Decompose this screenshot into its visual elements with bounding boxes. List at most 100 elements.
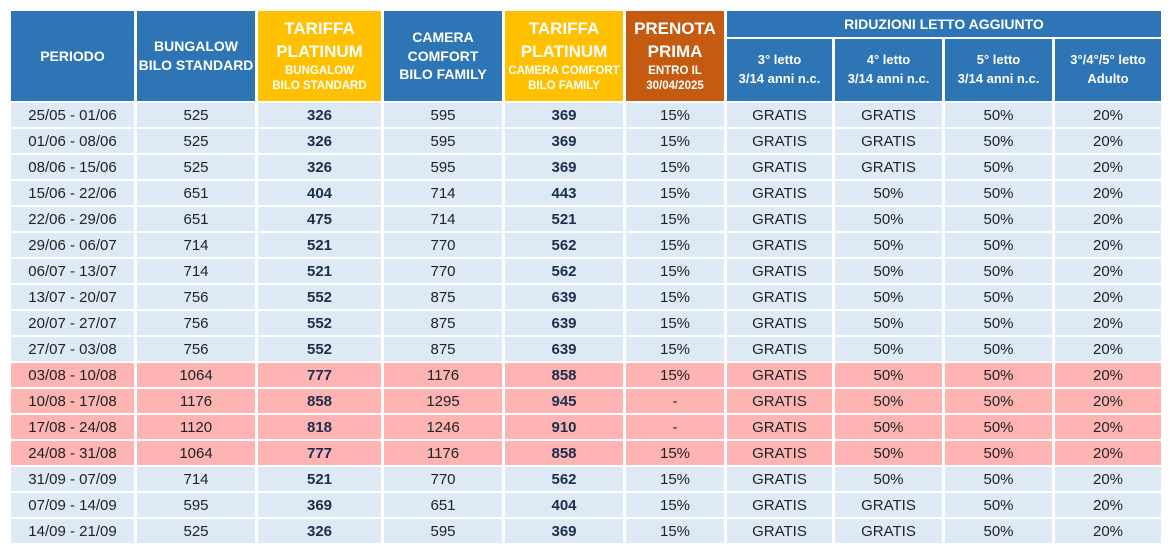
cell-periodo: 14/09 - 21/09 xyxy=(11,519,134,543)
cell-letto5: 50% xyxy=(945,103,1052,127)
cell-letto3: GRATIS xyxy=(727,519,832,543)
table-row: 08/06 - 15/06 525 326 595 369 15% GRATIS GRATIS… xyxy=(11,155,1161,179)
header-letto5: 5° letto 3/14 anni n.c. xyxy=(945,39,1052,101)
cell-platinum1: 326 xyxy=(258,519,381,543)
cell-adulto: 20% xyxy=(1055,337,1161,361)
header-platinum-bungalow-line3: BUNGALOW xyxy=(285,65,354,77)
cell-letto4: GRATIS xyxy=(835,519,942,543)
header-camera: CAMERA COMFORT BILO FAMILY xyxy=(384,11,502,101)
cell-platinum1: 404 xyxy=(258,181,381,205)
cell-camera: 875 xyxy=(384,311,502,335)
cell-prenota: 15% xyxy=(626,441,724,465)
cell-bungalow: 714 xyxy=(137,467,255,491)
cell-camera: 651 xyxy=(384,493,502,517)
cell-letto3: GRATIS xyxy=(727,233,832,257)
cell-camera: 714 xyxy=(384,181,502,205)
cell-platinum2: 639 xyxy=(505,285,623,309)
cell-letto4: 50% xyxy=(835,181,942,205)
cell-bungalow: 525 xyxy=(137,129,255,153)
table-row: 14/09 - 21/09 525 326 595 369 15% GRATIS GRATIS… xyxy=(11,519,1161,543)
cell-bungalow: 1120 xyxy=(137,415,255,439)
cell-letto3: GRATIS xyxy=(727,441,832,465)
cell-platinum1: 326 xyxy=(258,129,381,153)
header-prenota-prima: PRENOTA PRIMA ENTRO IL 30/04/2025 xyxy=(626,11,724,101)
cell-bungalow: 525 xyxy=(137,155,255,179)
cell-letto4: 50% xyxy=(835,285,942,309)
cell-letto4: 50% xyxy=(835,363,942,387)
cell-letto4: 50% xyxy=(835,441,942,465)
cell-adulto: 20% xyxy=(1055,519,1161,543)
cell-letto4: 50% xyxy=(835,259,942,283)
cell-bungalow: 525 xyxy=(137,519,255,543)
cell-prenota: 15% xyxy=(626,285,724,309)
cell-platinum2: 404 xyxy=(505,493,623,517)
header-platinum-bungalow: TARIFFA PLATINUM BUNGALOW BILO STANDARD xyxy=(258,11,381,101)
cell-letto5: 50% xyxy=(945,311,1052,335)
header-letto4: 4° letto 3/14 anni n.c. xyxy=(835,39,942,101)
cell-bungalow: 525 xyxy=(137,103,255,127)
cell-prenota: 15% xyxy=(626,493,724,517)
cell-periodo: 01/06 - 08/06 xyxy=(11,129,134,153)
cell-letto3: GRATIS xyxy=(727,103,832,127)
cell-letto3: GRATIS xyxy=(727,155,832,179)
header-prenota-line3: ENTRO IL xyxy=(648,65,702,77)
cell-platinum1: 369 xyxy=(258,493,381,517)
cell-platinum1: 858 xyxy=(258,389,381,413)
price-table: PERIODO BUNGALOW BILO STANDARD TARIFFA P… xyxy=(8,9,1164,545)
cell-camera: 595 xyxy=(384,103,502,127)
cell-platinum1: 552 xyxy=(258,285,381,309)
cell-platinum1: 777 xyxy=(258,363,381,387)
cell-platinum2: 910 xyxy=(505,415,623,439)
table-row: 25/05 - 01/06 525 326 595 369 15% GRATIS GRATIS… xyxy=(11,103,1161,127)
cell-camera: 595 xyxy=(384,519,502,543)
cell-adulto: 20% xyxy=(1055,207,1161,231)
cell-periodo: 15/06 - 22/06 xyxy=(11,181,134,205)
cell-periodo: 31/09 - 07/09 xyxy=(11,467,134,491)
cell-prenota: 15% xyxy=(626,129,724,153)
cell-letto4: 50% xyxy=(835,415,942,439)
cell-letto5: 50% xyxy=(945,129,1052,153)
cell-adulto: 20% xyxy=(1055,415,1161,439)
cell-prenota: 15% xyxy=(626,155,724,179)
cell-platinum2: 945 xyxy=(505,389,623,413)
cell-platinum2: 521 xyxy=(505,207,623,231)
header-prenota-line1: PRENOTA xyxy=(634,19,716,39)
cell-periodo: 25/05 - 01/06 xyxy=(11,103,134,127)
cell-letto3: GRATIS xyxy=(727,285,832,309)
header-platinum-camera: TARIFFA PLATINUM CAMERA COMFORT BILO FAM… xyxy=(505,11,623,101)
cell-camera: 1246 xyxy=(384,415,502,439)
table-row: 31/09 - 07/09 714 521 770 562 15% GRATIS 50% 50%… xyxy=(11,467,1161,491)
cell-adulto: 20% xyxy=(1055,389,1161,413)
cell-periodo: 03/08 - 10/08 xyxy=(11,363,134,387)
cell-letto5: 50% xyxy=(945,467,1052,491)
cell-bungalow: 595 xyxy=(137,493,255,517)
cell-letto3: GRATIS xyxy=(727,415,832,439)
table-row: 22/06 - 29/06 651 475 714 521 15% GRATIS 50% 50%… xyxy=(11,207,1161,231)
cell-prenota: 15% xyxy=(626,337,724,361)
header-bungalow-line1: BUNGALOW xyxy=(154,38,238,55)
cell-periodo: 10/08 - 17/08 xyxy=(11,389,134,413)
cell-camera: 595 xyxy=(384,129,502,153)
cell-camera: 875 xyxy=(384,285,502,309)
cell-prenota: 15% xyxy=(626,181,724,205)
cell-prenota: 15% xyxy=(626,519,724,543)
cell-platinum1: 552 xyxy=(258,337,381,361)
table-row: 20/07 - 27/07 756 552 875 639 15% GRATIS 50% 50%… xyxy=(11,311,1161,335)
cell-adulto: 20% xyxy=(1055,467,1161,491)
cell-letto3: GRATIS xyxy=(727,129,832,153)
header-adulto-line2: Adulto xyxy=(1087,71,1129,86)
cell-letto3: GRATIS xyxy=(727,493,832,517)
table-row: 03/08 - 10/08 1064 777 1176 858 15% GRATIS 50% 5… xyxy=(11,363,1161,387)
header-letto4-line1: 4° letto xyxy=(866,52,911,68)
cell-letto3: GRATIS xyxy=(727,181,832,205)
table-row: 06/07 - 13/07 714 521 770 562 15% GRATIS 50% 50%… xyxy=(11,259,1161,283)
cell-camera: 1176 xyxy=(384,441,502,465)
header-platinum-camera-line4: BILO FAMILY xyxy=(528,79,600,92)
cell-bungalow: 714 xyxy=(137,259,255,283)
cell-platinum2: 562 xyxy=(505,233,623,257)
cell-bungalow: 756 xyxy=(137,337,255,361)
cell-prenota: 15% xyxy=(626,103,724,127)
cell-periodo: 17/08 - 24/08 xyxy=(11,415,134,439)
header-periodo-label: PERIODO xyxy=(40,47,105,64)
cell-letto4: 50% xyxy=(835,233,942,257)
